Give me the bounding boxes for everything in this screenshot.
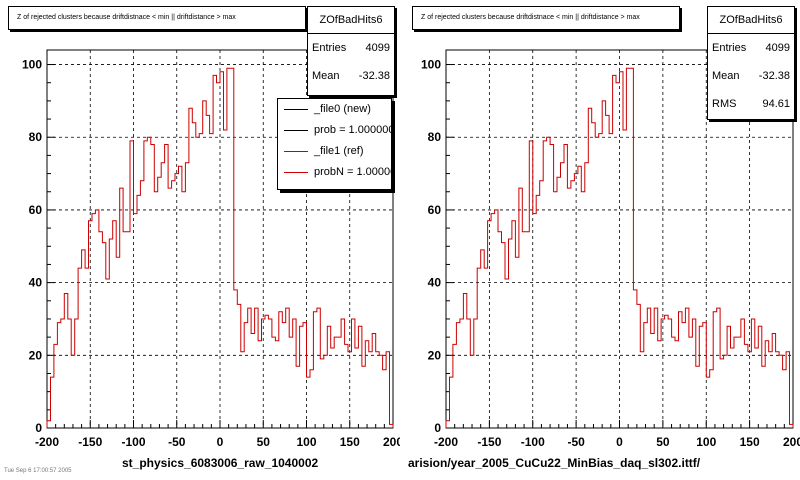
legend-line-swatch <box>284 130 308 131</box>
stats-hist-name: ZOfBadHits6 <box>308 7 394 34</box>
histogram-title-box: Z of rejected clusters because driftdist… <box>412 6 680 30</box>
legend-line-swatch <box>284 109 308 110</box>
y-tick-label: 60 <box>29 203 43 217</box>
histogram-plot-right: -200 -150 -100 -50 0 50 100 150 200 0 20 40 60 80 100 <box>421 49 800 449</box>
stats-row-entries: Entries 4099 <box>708 34 794 62</box>
stats-row-mean: Mean -32.38 <box>708 62 794 90</box>
legend-entry: _file1 (ref) <box>278 141 391 162</box>
x-tick-label: 0 <box>217 435 224 449</box>
stats-row-rms: RMS 94.61 <box>708 90 794 118</box>
y-tick-label: 40 <box>428 276 442 290</box>
legend-label: _file1 (ref) <box>314 145 364 157</box>
stats-value: 94.61 <box>762 98 790 110</box>
stats-label: Mean <box>712 70 740 82</box>
histogram-series-line <box>445 67 794 428</box>
y-tick-label: 20 <box>428 348 442 362</box>
x-tick-label: -150 <box>78 435 102 449</box>
legend-line-swatch <box>284 172 308 173</box>
y-tick-label: 0 <box>434 421 441 435</box>
legend-label: probN = 1.000000 <box>314 166 391 178</box>
legend-label: _file0 (new) <box>314 103 371 115</box>
histogram-panel-left: -200 -150 -100 -50 0 50 100 150 200 0 20 40 60 80 100 … <box>8 6 400 470</box>
histogram-title-box: Z of rejected clusters because driftdist… <box>8 6 306 30</box>
stats-value: 4099 <box>365 42 390 54</box>
y-tick-label: 80 <box>428 130 442 144</box>
y-tick-label: 40 <box>29 276 43 290</box>
stats-box: ZOfBadHits6 Entries 4099 Mean -32.38 RMS… <box>707 6 795 120</box>
x-tick-label: -200 <box>35 435 59 449</box>
stats-value: -32.38 <box>358 70 390 82</box>
stats-label: RMS <box>712 98 737 110</box>
histogram-panel-right: -200 -150 -100 -50 0 50 100 150 200 0 20 40 60 80 100 … <box>400 0 800 480</box>
histogram-series-line <box>46 67 394 428</box>
y-tick-label: 0 <box>35 421 42 435</box>
stats-row-mean: Mean -32.38 <box>308 62 394 90</box>
x-tick-label: 150 <box>340 435 360 449</box>
stats-value: -32.38 <box>758 70 790 82</box>
x-axis-label: st_physics_6083006_raw_1040002 <box>122 456 319 470</box>
x-tick-label: 100 <box>296 435 316 449</box>
x-tick-label: 50 <box>656 435 670 449</box>
x-tick-label: 200 <box>383 435 400 449</box>
histogram-title: Z of rejected clusters because driftdist… <box>17 14 236 21</box>
y-tick-label: 60 <box>428 203 442 217</box>
footnote: Tue Sep 6 17:00:57 2005 <box>4 468 72 474</box>
legend-label: prob = 1.000000 <box>314 124 392 136</box>
y-tick-label: 100 <box>22 58 42 72</box>
y-tick-label: 100 <box>421 58 441 72</box>
y-tick-label: 20 <box>29 348 43 362</box>
x-tick-label: -50 <box>168 435 186 449</box>
stats-label: Entries <box>712 42 747 54</box>
stats-label: Entries <box>312 42 347 54</box>
stats-label: Mean <box>312 70 340 82</box>
x-tick-label: -100 <box>521 435 545 449</box>
x-tick-label: -150 <box>477 435 501 449</box>
stats-hist-name: ZOfBadHits6 <box>708 7 794 34</box>
legend-entry: probN = 1.000000 <box>278 162 391 183</box>
x-tick-label: 150 <box>740 435 760 449</box>
x-tick-label: 100 <box>696 435 716 449</box>
legend-line-swatch <box>284 151 308 152</box>
x-tick-label: -100 <box>121 435 145 449</box>
stats-value: 4099 <box>765 42 790 54</box>
legend-entry: prob = 1.000000 <box>278 120 391 141</box>
x-tick-label: -50 <box>567 435 585 449</box>
histogram-title: Z of rejected clusters because driftdist… <box>421 14 640 21</box>
x-tick-label: 200 <box>783 435 800 449</box>
x-tick-label: 0 <box>616 435 623 449</box>
stats-box: ZOfBadHits6 Entries 4099 Mean -32.38 <box>307 6 395 96</box>
y-tick-label: 80 <box>29 130 43 144</box>
x-tick-label: -200 <box>434 435 458 449</box>
x-tick-label: 50 <box>257 435 271 449</box>
legend-entry: _file0 (new) <box>278 99 391 120</box>
x-axis-label: arision/year_2005_CuCu22_MinBias_daq_sl3… <box>408 456 701 470</box>
legend-box: _file0 (new) prob = 1.000000 _file1 (ref… <box>277 98 392 190</box>
stats-row-entries: Entries 4099 <box>308 34 394 62</box>
